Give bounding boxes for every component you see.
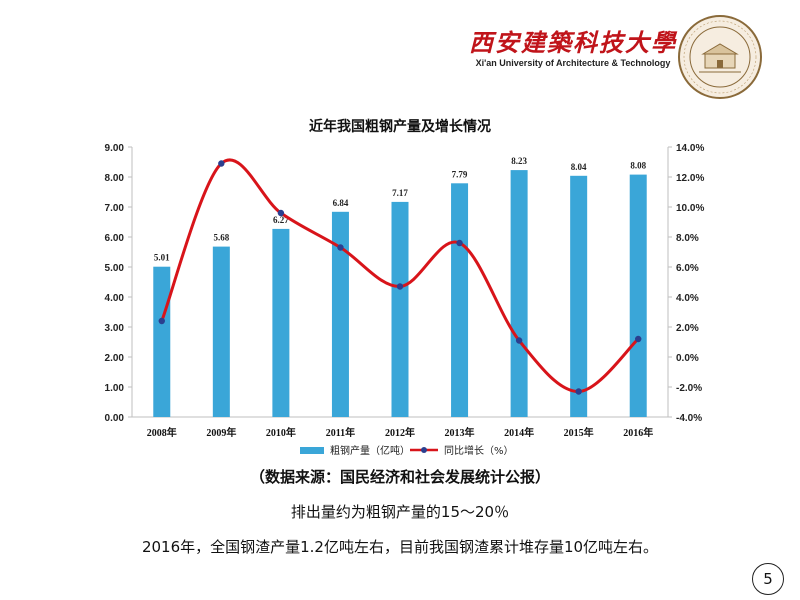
x-tick-label: 2012年 [385,426,415,439]
y-left-tick-label: 8.00 [105,173,125,184]
y-right-tick-label: -2.0% [676,383,702,394]
bar-2014年 [510,170,528,417]
bar-2015年 [570,175,588,417]
y-right-tick-label: 6.0% [676,263,699,274]
university-name-en: Xi'an University of Architecture & Techn… [475,58,671,68]
chart-title: 近年我国粗钢产量及增长情况 [309,118,491,135]
y-right-tick-label: 0.0% [676,353,699,364]
bar-value-label: 8.04 [571,162,587,172]
university-logo-text: 西安建築科技大學 Xi'an University of Architectur… [468,28,678,69]
y-left-tick-label: 6.00 [105,233,125,244]
legend-label-output: 粗钢产量（亿吨） [330,444,410,457]
page-number: 5 [752,563,784,595]
data-source-note: （数据来源：国民经济和社会发展统计公报） [249,468,550,486]
bar-2013年 [451,183,469,417]
growth-point-2009年 [218,160,225,167]
y-left-tick-label: 0.00 [105,413,125,424]
bar-2012年 [391,201,409,417]
growth-point-2011年 [337,244,344,251]
y-right-tick-label: 10.0% [676,203,704,214]
bar-value-label: 6.84 [333,198,349,208]
bar-2008年 [153,266,171,417]
bar-2016年 [629,174,647,417]
bar-value-label: 5.01 [154,253,170,263]
bar-value-label: 8.08 [630,161,646,171]
steel-output-chart: 近年我国粗钢产量及增长情况 0.00 1.00 2.00 3.00 4.00 5.00 6.0… [105,118,705,457]
bar-value-label: 7.79 [452,169,468,179]
bar-value-label: 6.27 [273,215,289,225]
y-right-tick-label: -4.0% [676,413,702,424]
emission-ratio-text: 排出量约为粗钢产量的15～20％ [290,503,510,521]
slag-stock-text: 2016年，全国钢渣产量1.2亿吨左右，目前我国钢渣累计堆存量10亿吨左右。 [141,538,659,556]
growth-point-2008年 [158,317,165,325]
y-right-tick-label: 4.0% [676,293,699,304]
y-left-tick-label: 3.00 [105,323,125,334]
growth-point-2016年 [635,335,642,343]
growth-point-2013年 [456,239,463,247]
legend-label-growth: 同比增长（%） [444,444,514,457]
bar-2009年 [212,246,230,417]
bar-value-label: 7.17 [392,188,408,198]
x-tick-label: 2014年 [504,426,534,439]
x-tick-label: 2015年 [564,426,594,439]
y-left-tick-label: 9.00 [105,143,125,154]
growth-point-2015年 [575,388,582,395]
growth-point-2010年 [277,209,285,217]
x-tick-label: 2010年 [266,426,296,439]
bar-2011年 [331,211,349,417]
x-tick-label: 2008年 [147,426,177,439]
y-left-tick-label: 1.00 [105,383,125,394]
x-tick-label: 2016年 [623,426,653,439]
bar-value-label: 5.68 [213,233,229,243]
bar-value-label: 8.23 [511,156,527,166]
y-left-tick-label: 5.00 [105,263,125,274]
y-right-tick-label: 12.0% [676,173,704,184]
growth-point-2012年 [396,283,404,290]
x-tick-label: 2013年 [445,426,475,439]
y-left-tick-label: 2.00 [105,353,125,364]
university-seal-icon [678,15,762,99]
x-tick-label: 2009年 [206,426,236,439]
y-right-tick-label: 2.0% [676,323,699,334]
x-tick-label: 2011年 [326,426,355,439]
legend-marker-growth [421,447,427,453]
y-left-tick-label: 4.00 [105,293,125,304]
university-name-cn: 西安建築科技大學 [469,28,677,57]
bar-2010年 [272,228,290,417]
y-right-tick-label: 14.0% [676,143,704,154]
legend-swatch-output [300,447,324,454]
y-right-tick-label: 8.0% [676,233,699,244]
y-left-tick-label: 7.00 [105,203,125,214]
growth-point-2014年 [515,337,523,344]
